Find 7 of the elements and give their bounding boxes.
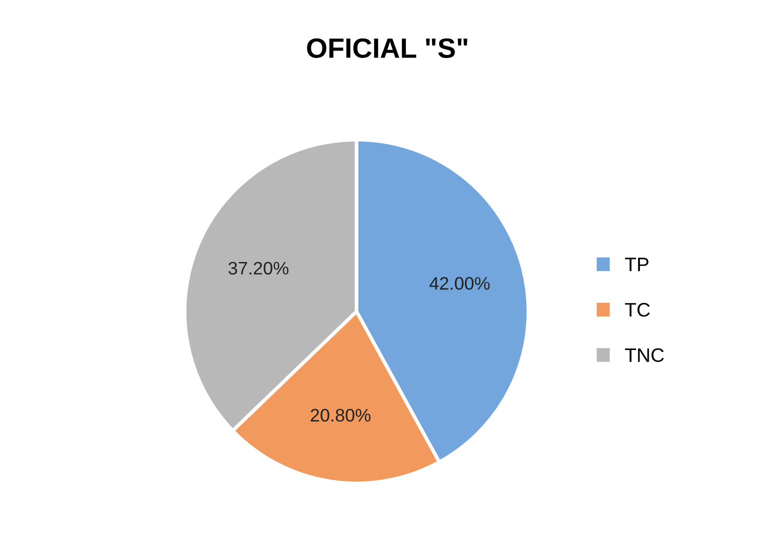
legend-label: TP (625, 258, 648, 272)
data-label: 20.80% (310, 408, 370, 422)
chart-title: OFICIAL "S" (307, 38, 468, 58)
legend-label: TC (625, 302, 650, 317)
data-label: 37.20% (228, 262, 288, 275)
data-label: 42.00% (429, 277, 490, 290)
legend-label: TNC (625, 348, 664, 362)
